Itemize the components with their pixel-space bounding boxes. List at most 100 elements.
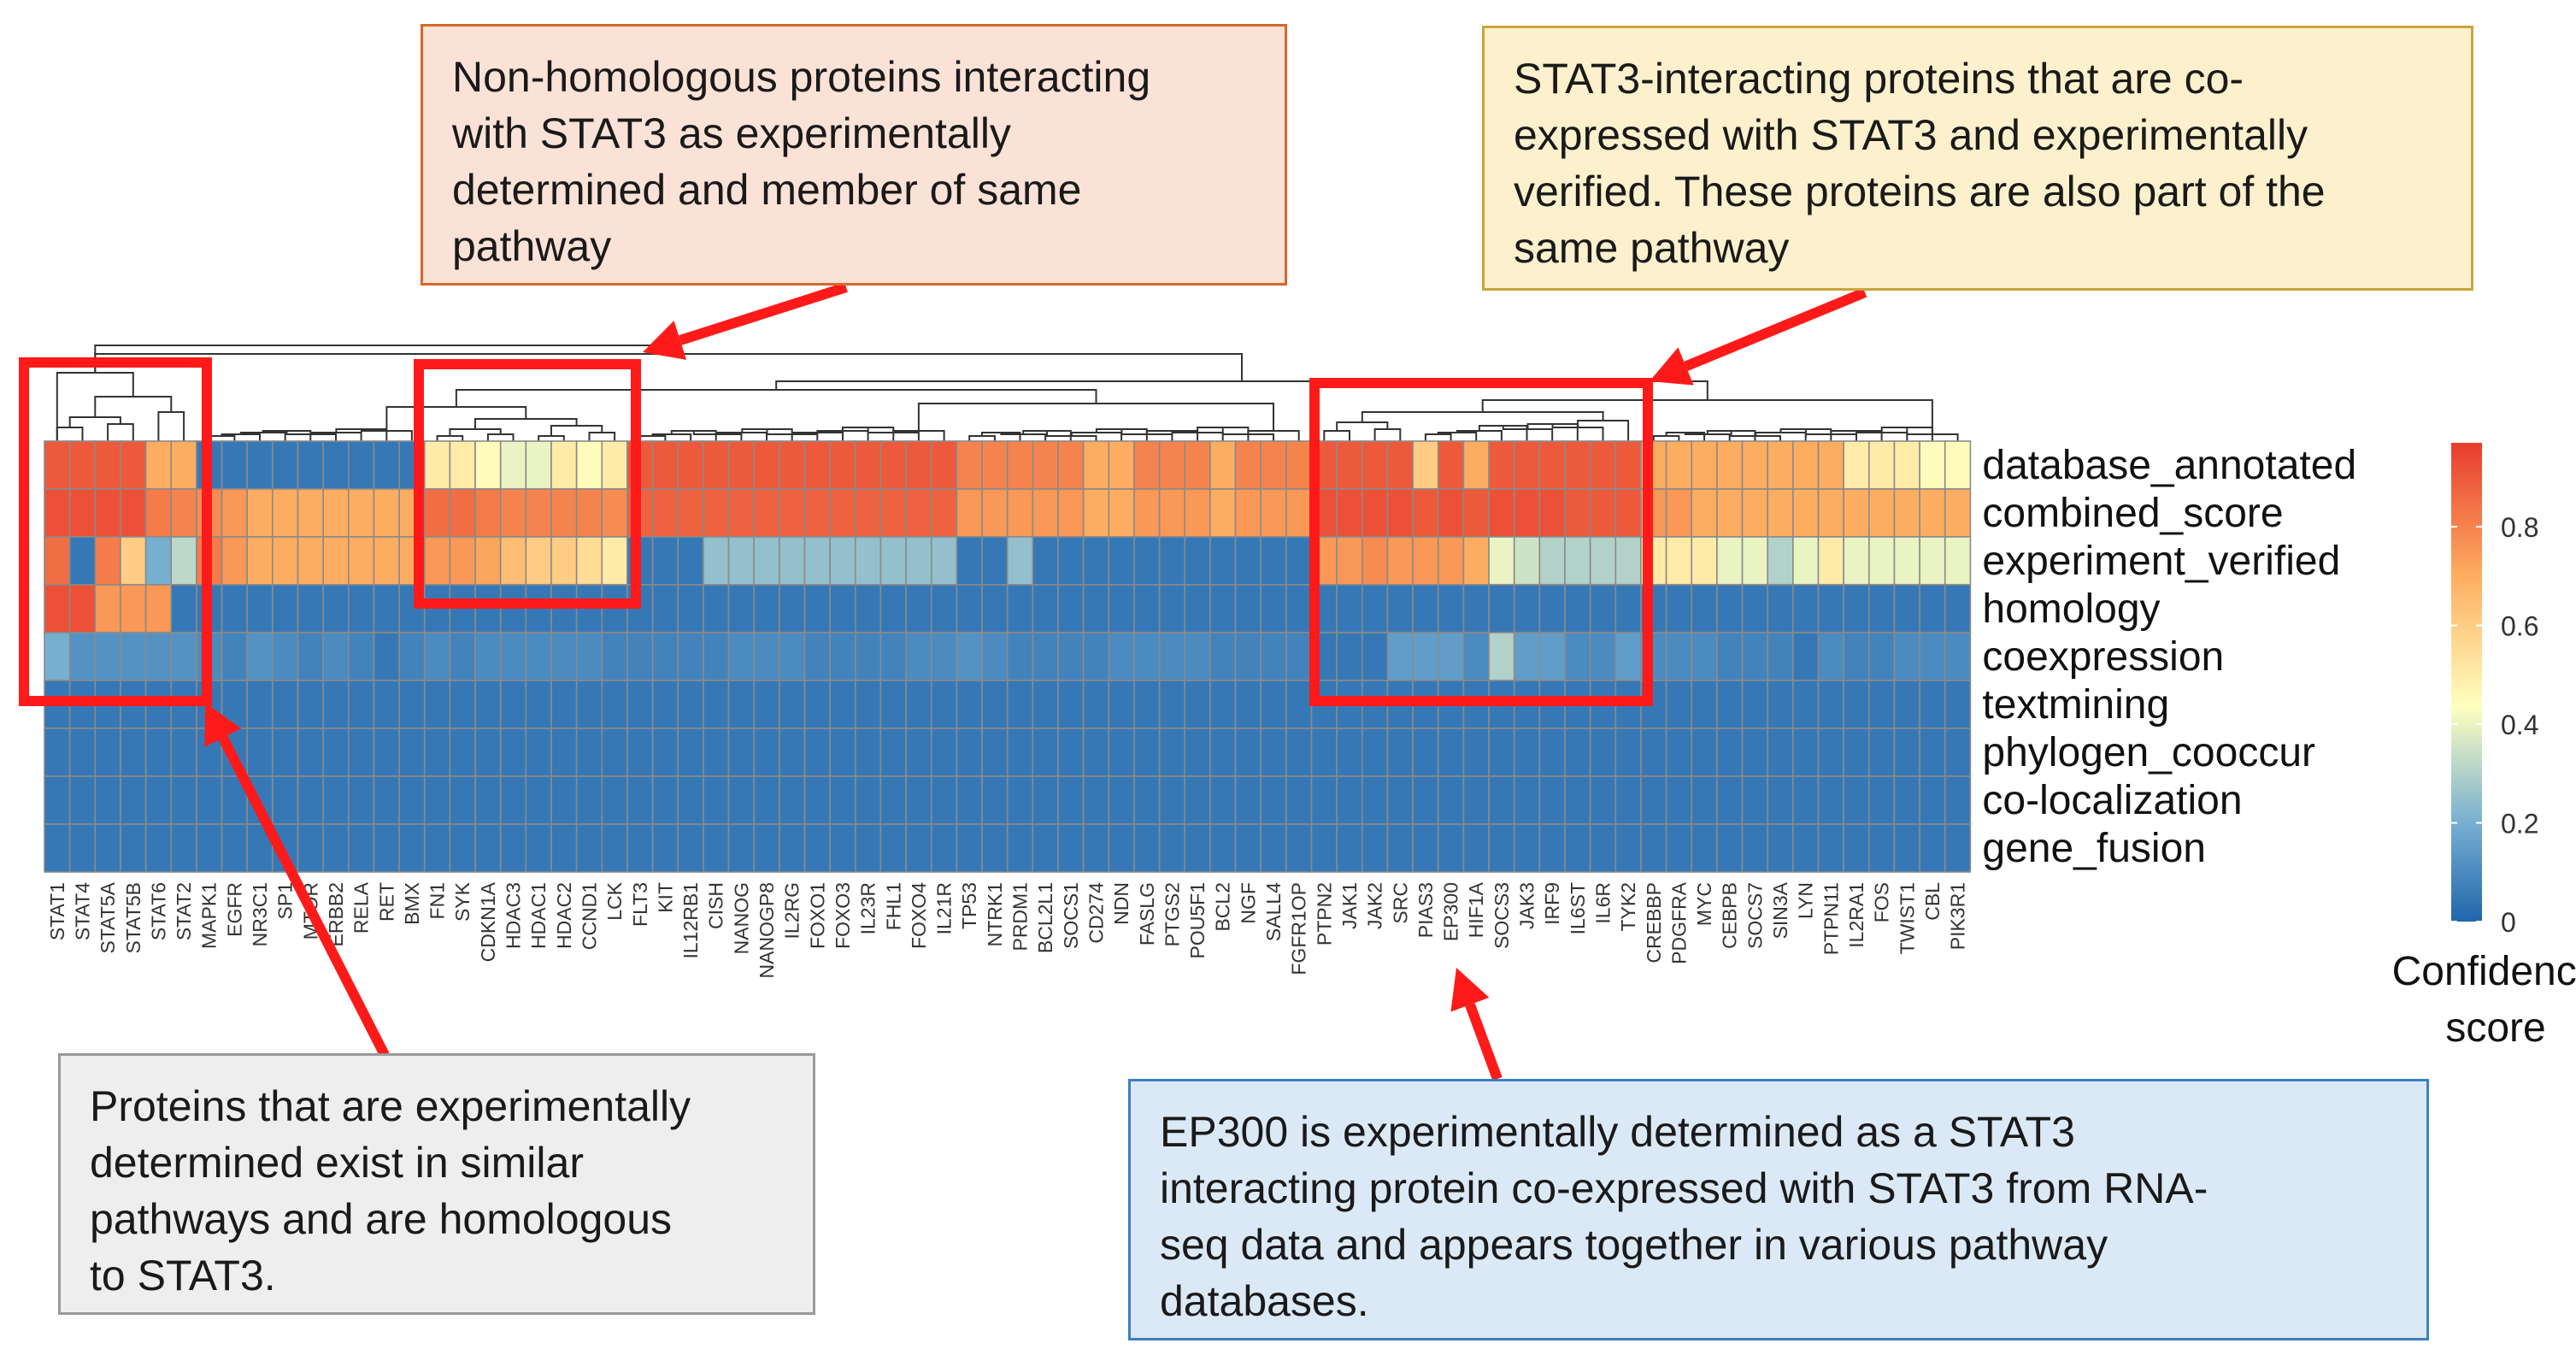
heatmap-cell xyxy=(1589,440,1617,490)
heatmap-cell xyxy=(1032,632,1059,681)
heatmap-cell xyxy=(803,488,831,538)
heatmap-cell xyxy=(1184,584,1211,633)
column-label: CD274 xyxy=(1085,882,1108,944)
heatmap-cell xyxy=(879,536,907,586)
heatmap-cell xyxy=(1032,584,1059,633)
heatmap-cell xyxy=(423,488,451,538)
heatmap-cell xyxy=(322,775,350,825)
heatmap-cell xyxy=(1006,680,1034,729)
column-label: FOXO3 xyxy=(832,882,854,949)
heatmap-cell xyxy=(1386,728,1414,777)
column-label: LYN xyxy=(1795,882,1817,919)
heatmap-cell xyxy=(626,632,654,681)
column-label: CISH xyxy=(705,882,727,929)
heatmap-cell xyxy=(1362,440,1389,490)
heatmap-cell xyxy=(94,632,121,681)
heatmap-cell xyxy=(981,775,1009,825)
heatmap-cell xyxy=(1133,536,1161,586)
heatmap-cell xyxy=(423,728,451,777)
column-label: RELA xyxy=(350,881,373,934)
heatmap-cell xyxy=(170,536,197,586)
row-label: textmining xyxy=(1982,682,2169,728)
heatmap-cell xyxy=(170,775,197,825)
heatmap-cell xyxy=(246,440,273,490)
column-label: FOXO4 xyxy=(908,882,930,949)
heatmap-cell xyxy=(930,536,958,586)
heatmap-cell xyxy=(1868,488,1896,538)
heatmap-cell xyxy=(1260,632,1287,681)
column-label: NANOG xyxy=(730,882,752,954)
heatmap-cell xyxy=(1919,536,1946,586)
callout-line: determined and member of same xyxy=(452,166,1082,214)
heatmap-cell xyxy=(297,584,324,633)
heatmap-cell xyxy=(1006,823,1034,873)
heatmap-cell xyxy=(1158,823,1186,873)
heatmap-cell xyxy=(1285,584,1313,633)
callout-line: same pathway xyxy=(1514,224,1790,272)
heatmap-cell xyxy=(1184,632,1211,681)
heatmap-cell xyxy=(1564,728,1591,777)
heatmap-cell xyxy=(753,584,780,633)
heatmap-cell xyxy=(703,488,730,538)
heatmap-cell xyxy=(1614,440,1642,490)
heatmap-cell xyxy=(144,823,173,873)
heatmap-cell xyxy=(1893,775,1920,825)
column-label: EP300 xyxy=(1440,882,1462,941)
heatmap-cell xyxy=(651,775,679,825)
heatmap-cell xyxy=(854,775,882,825)
heatmap-cell xyxy=(347,536,375,586)
heatmap-cell xyxy=(423,536,451,586)
heatmap-cell xyxy=(1488,440,1515,490)
column-label: PIK3R1 xyxy=(1947,882,1969,950)
heatmap-cell xyxy=(779,536,806,586)
heatmap-cell xyxy=(525,680,552,729)
heatmap-cell xyxy=(930,775,958,825)
heatmap-cell xyxy=(1919,632,1946,681)
annotation-arrow-shaft xyxy=(1684,287,1867,371)
heatmap-cell xyxy=(601,728,628,777)
heatmap-cell xyxy=(651,488,679,538)
colorbar-tick-label: 0.4 xyxy=(2501,710,2538,740)
column-label: EGFR xyxy=(223,882,245,937)
heatmap-cell xyxy=(1716,823,1744,873)
annotation-arrow-head xyxy=(204,703,242,747)
heatmap-cell xyxy=(753,488,780,538)
heatmap-cell xyxy=(1082,536,1110,586)
heatmap-cell xyxy=(1564,440,1591,490)
heatmap-cell xyxy=(499,440,527,490)
heatmap-cell xyxy=(1716,728,1744,777)
heatmap-cell xyxy=(1108,488,1135,538)
heatmap-cell xyxy=(626,775,654,825)
heatmap-cell xyxy=(829,775,856,825)
heatmap-cell xyxy=(1336,536,1363,586)
heatmap-cell xyxy=(1691,632,1718,681)
heatmap-cell xyxy=(1589,536,1617,586)
colorbar: 0 0.2 0.4 0.6 0.8 Confidence score xyxy=(2392,443,2576,1051)
heatmap-cell xyxy=(1513,536,1541,586)
heatmap-cell xyxy=(1893,728,1920,777)
heatmap-cell xyxy=(144,488,173,538)
heatmap-cell xyxy=(956,823,983,873)
heatmap-cell xyxy=(120,632,147,681)
heatmap-cell xyxy=(1538,488,1566,538)
heatmap-cell xyxy=(68,488,97,538)
heatmap-cell xyxy=(525,536,552,586)
heatmap-cell xyxy=(1234,584,1262,633)
heatmap-cell xyxy=(956,536,983,586)
heatmap-cell xyxy=(347,440,375,490)
heatmap-cell xyxy=(1234,488,1262,538)
heatmap-cell xyxy=(1488,488,1515,538)
heatmap-cell xyxy=(322,728,350,777)
heatmap-cell xyxy=(1412,584,1439,633)
heatmap-cell xyxy=(779,823,806,873)
heatmap-cell xyxy=(550,775,578,825)
heatmap-cell xyxy=(1260,536,1287,586)
colorbar-tick-label: 0.2 xyxy=(2501,809,2538,840)
heatmap-cell xyxy=(1362,536,1389,586)
heatmap-cell xyxy=(1868,728,1896,777)
heatmap-cell xyxy=(677,680,704,729)
column-label: FGFR1OP xyxy=(1288,882,1310,975)
heatmap-cell xyxy=(1032,728,1059,777)
heatmap-cell xyxy=(727,536,755,586)
